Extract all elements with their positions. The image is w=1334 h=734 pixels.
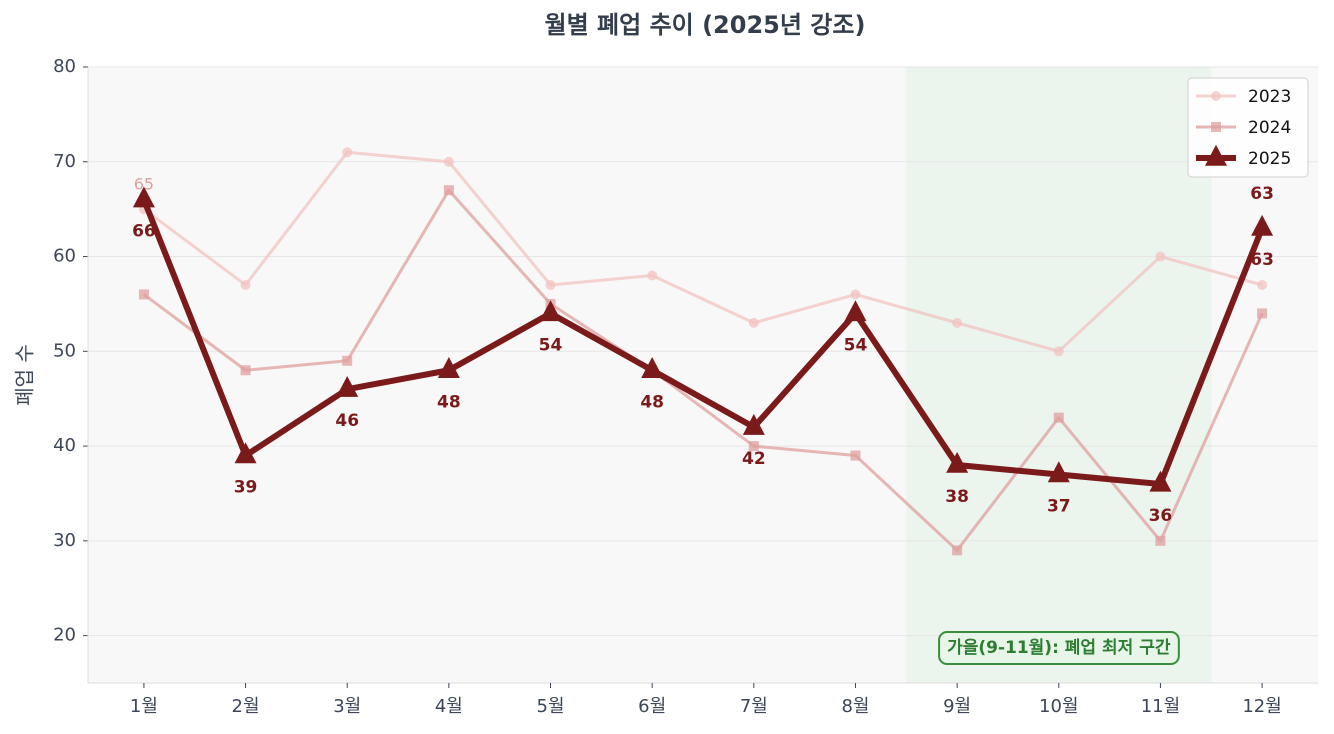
line (143, 150, 1263, 353)
point (850, 450, 861, 461)
chart-title: 월별 폐업 추이 (2025년 강조) (545, 11, 866, 39)
annotation-box (938, 631, 1180, 665)
y-tick-label: 30 (53, 530, 76, 551)
point (443, 156, 454, 167)
point (342, 147, 353, 158)
point (1211, 122, 1221, 132)
point (647, 270, 658, 281)
legend-label: 2025 (1248, 149, 1291, 169)
legend-label: 2024 (1248, 118, 1291, 138)
y-tick-label: 80 (53, 56, 76, 77)
x-tick-label: 10월 (1039, 696, 1078, 717)
x-tick-label: 12월 (1242, 696, 1281, 717)
line (143, 188, 1264, 552)
x-tick-label: 2월 (232, 696, 260, 717)
point (138, 289, 149, 300)
x-tick-label: 5월 (537, 696, 565, 717)
x-tick-label: 3월 (333, 696, 361, 717)
point (1053, 412, 1064, 423)
point (240, 365, 251, 376)
y-tick-label: 40 (53, 435, 76, 456)
point (742, 413, 765, 435)
legend: 2023 2024 2025 (1187, 77, 1309, 178)
data-label: 39 (234, 478, 258, 498)
point (748, 317, 759, 328)
point (437, 357, 460, 378)
line (141, 198, 1265, 487)
point (132, 186, 155, 208)
annotation: 가을(9-11월): 폐업 최저 구간 (938, 631, 1180, 665)
point (1149, 470, 1172, 492)
data-label: 54 (844, 335, 868, 355)
y-tick-label: 50 (53, 340, 76, 361)
point (641, 357, 664, 378)
point (443, 185, 454, 196)
point (850, 289, 861, 300)
data-label: 54 (539, 335, 563, 355)
point (748, 441, 759, 452)
point (1047, 461, 1070, 483)
data-label: 38 (945, 487, 969, 507)
point (1251, 214, 1274, 236)
point (952, 317, 963, 328)
data-label: 48 (640, 392, 664, 412)
point (1155, 251, 1166, 262)
x-tick-label: 9월 (943, 696, 971, 717)
point (1205, 144, 1227, 166)
data-label: 63 (1250, 184, 1274, 204)
point (234, 442, 257, 464)
point (342, 355, 353, 366)
y-tick-label: 70 (53, 151, 76, 172)
legend-label: 2023 (1248, 87, 1291, 107)
data-label: 63 (1250, 250, 1274, 270)
y-tick-label: 20 (53, 625, 76, 646)
highlight-band (906, 67, 1212, 683)
point (545, 279, 556, 290)
x-tick-label: 6월 (638, 696, 666, 717)
point (1155, 535, 1166, 546)
point (1257, 279, 1268, 290)
point (1211, 91, 1221, 101)
y-axis-label: 폐업 수 (13, 344, 37, 406)
x-tick-label: 4월 (435, 696, 463, 717)
point (844, 300, 867, 322)
point (1053, 346, 1064, 357)
data-label: 48 (437, 392, 461, 412)
x-tick-label: 1월 (130, 696, 158, 717)
data-label: 66 (132, 222, 156, 242)
data-label: 65 (134, 175, 154, 194)
x-tick-label: 11월 (1141, 696, 1180, 717)
data-label: 42 (742, 449, 766, 469)
annotation-text: 가을(9-11월): 폐업 최저 구간 (947, 638, 1171, 658)
y-tick-label: 60 (53, 246, 76, 267)
data-label: 37 (1047, 497, 1071, 517)
point (946, 451, 969, 473)
point (240, 279, 251, 290)
x-tick-label: 8월 (841, 696, 869, 717)
point (952, 545, 963, 556)
point (539, 300, 562, 322)
point (1257, 308, 1268, 319)
data-label: 36 (1149, 506, 1173, 526)
x-tick-label: 7월 (740, 696, 768, 717)
point (336, 376, 359, 397)
data-label: 46 (335, 411, 359, 431)
